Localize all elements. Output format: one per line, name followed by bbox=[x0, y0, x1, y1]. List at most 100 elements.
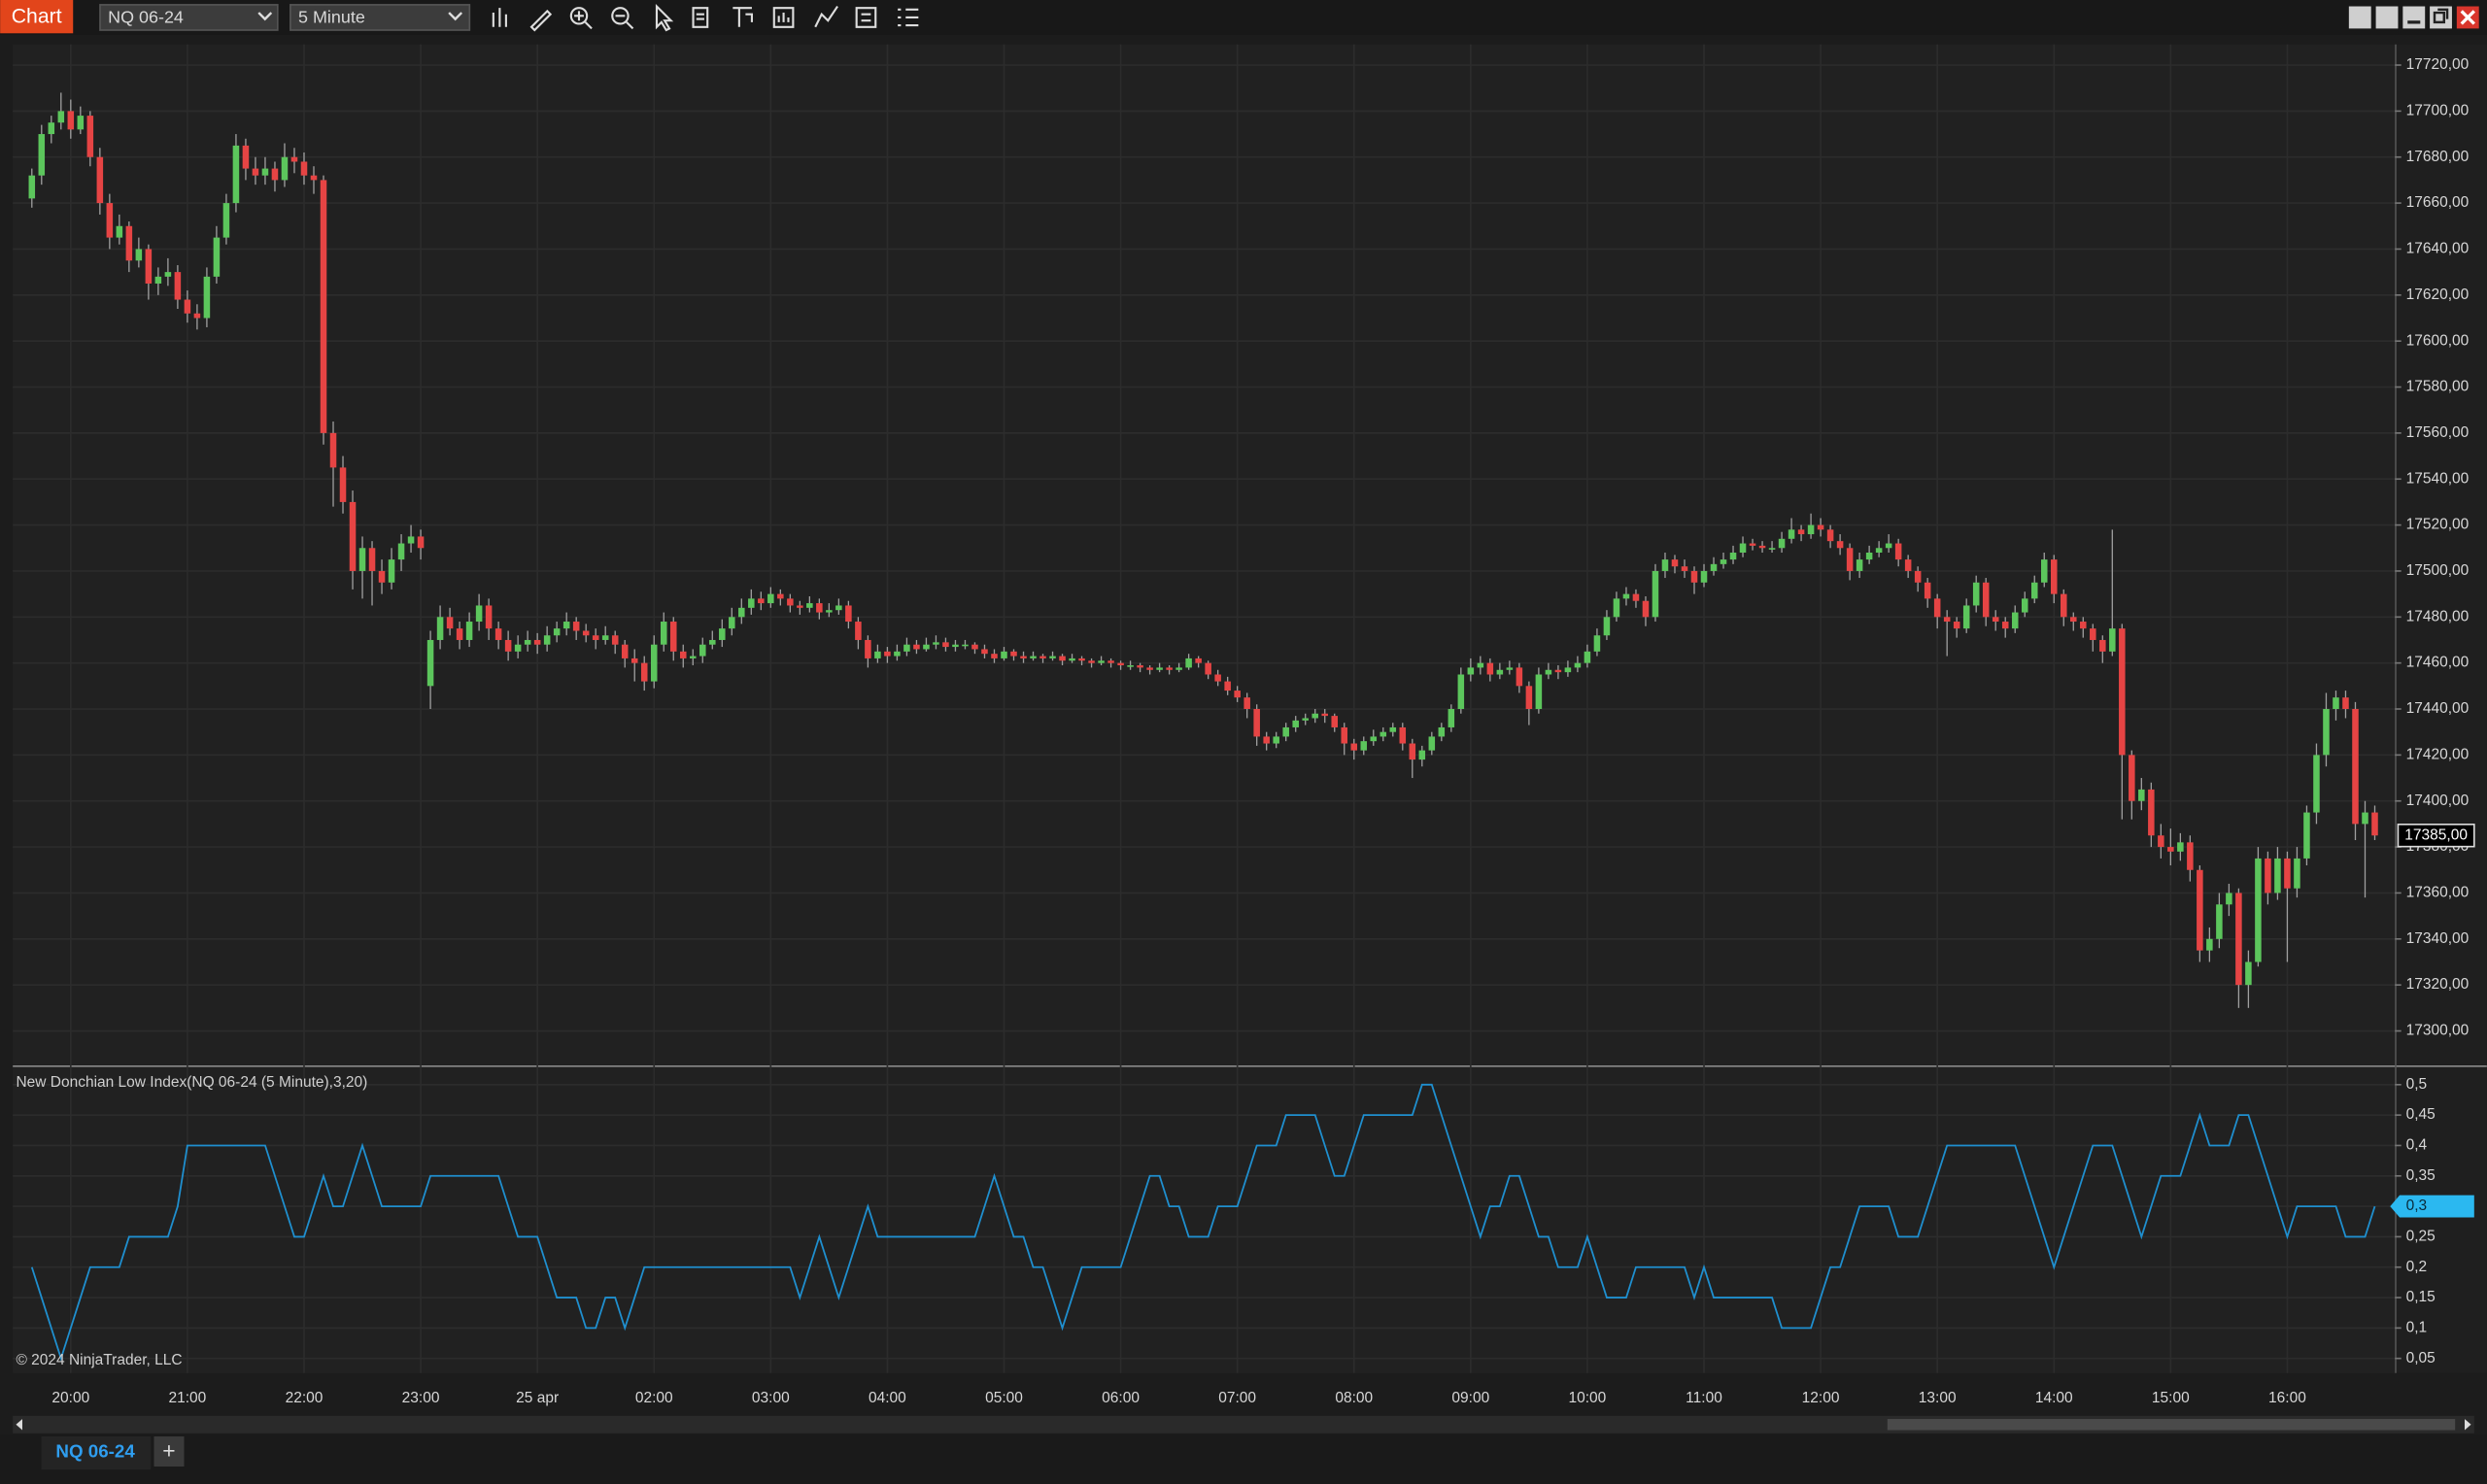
candle-body bbox=[1865, 552, 1873, 560]
candle-body bbox=[2021, 598, 2028, 613]
candle-body bbox=[1613, 598, 1620, 618]
menu-icon[interactable] bbox=[898, 8, 919, 27]
x-tick-label: 07:00 bbox=[1218, 1390, 1256, 1406]
candle-body bbox=[77, 116, 85, 130]
y-tick-label: 17440,00 bbox=[2406, 700, 2470, 717]
candle-body bbox=[1195, 658, 1202, 663]
candle-body bbox=[154, 276, 162, 284]
candle-body bbox=[1661, 559, 1669, 571]
y-tick-label: 0,5 bbox=[2406, 1076, 2428, 1093]
candle-body bbox=[2362, 812, 2368, 825]
window-button[interactable] bbox=[2348, 6, 2371, 29]
candle-body bbox=[1788, 529, 1795, 539]
candle-body bbox=[2284, 858, 2291, 889]
candle-body bbox=[767, 593, 774, 604]
candle-body bbox=[2099, 639, 2106, 652]
candle-body bbox=[1428, 736, 1436, 751]
window-button[interactable] bbox=[2375, 6, 2399, 29]
pointer-icon[interactable] bbox=[655, 3, 674, 32]
candle-body bbox=[1924, 582, 1931, 599]
y-tick-label: 17500,00 bbox=[2406, 562, 2470, 579]
candle-body bbox=[2177, 842, 2184, 852]
interval-select[interactable] bbox=[290, 4, 471, 31]
candle-body bbox=[1525, 686, 1533, 710]
y-tick-label: 0,4 bbox=[2406, 1137, 2428, 1154]
y-tick-label: 17540,00 bbox=[2406, 470, 2470, 487]
minimize-button[interactable] bbox=[2402, 6, 2426, 29]
candle-body bbox=[719, 628, 726, 640]
x-tick-label: 21:00 bbox=[169, 1390, 207, 1406]
indicator-title: New Donchian Low Index(NQ 06-24 (5 Minut… bbox=[16, 1074, 367, 1091]
x-tick-label: 08:00 bbox=[1335, 1390, 1373, 1406]
candle-body bbox=[1817, 524, 1824, 530]
templates-icon[interactable] bbox=[855, 7, 877, 28]
candle-body bbox=[582, 630, 590, 636]
strategies-icon[interactable] bbox=[772, 7, 795, 28]
candle-body bbox=[2080, 622, 2087, 629]
candle-body bbox=[1020, 656, 1027, 658]
candle-body bbox=[2371, 812, 2378, 836]
candle-body bbox=[1574, 662, 1582, 668]
toolbar-group: Chart NQ 06-24 5 Minute bbox=[0, 0, 2479, 34]
x-tick-label: 13:00 bbox=[1919, 1390, 1957, 1406]
add-tab-button[interactable] bbox=[153, 1436, 185, 1467]
data-box-icon[interactable] bbox=[692, 7, 709, 28]
candle-body bbox=[271, 168, 279, 181]
candle-body bbox=[1224, 681, 1231, 691]
candle-body bbox=[1516, 667, 1523, 687]
candle-body bbox=[1078, 658, 1085, 661]
candle-body bbox=[1914, 570, 1922, 583]
candle-body bbox=[1962, 605, 1970, 629]
scrollbar-thumb[interactable] bbox=[1887, 1419, 2456, 1431]
candle-body bbox=[1739, 543, 1747, 553]
candle-body bbox=[1496, 669, 1504, 675]
x-tick-label: 04:00 bbox=[869, 1390, 906, 1406]
candle-body bbox=[1749, 543, 1756, 546]
y-tick-label: 0,45 bbox=[2406, 1106, 2436, 1123]
candle-body bbox=[67, 111, 75, 130]
zoom-in-icon[interactable] bbox=[569, 7, 589, 25]
bars-icon[interactable] bbox=[492, 8, 507, 27]
instrument-tab[interactable] bbox=[41, 1436, 152, 1470]
candle-body bbox=[1039, 656, 1046, 658]
candle-body bbox=[1797, 529, 1805, 535]
candle-body bbox=[533, 639, 541, 645]
candle-body bbox=[1001, 651, 1007, 658]
candle-body bbox=[1467, 667, 1475, 675]
candle-body bbox=[913, 644, 920, 650]
instrument-select[interactable] bbox=[99, 4, 279, 31]
candle-body bbox=[1185, 658, 1192, 668]
zoom-out-icon[interactable] bbox=[611, 7, 630, 25]
candle-body bbox=[874, 651, 881, 658]
chart-tab[interactable] bbox=[0, 0, 74, 34]
x-tick-label: 15:00 bbox=[2152, 1390, 2190, 1406]
y-tick-label: 17640,00 bbox=[2406, 241, 2470, 257]
candle-body bbox=[1535, 674, 1543, 710]
candle-body bbox=[729, 617, 735, 629]
candle-body bbox=[1292, 720, 1299, 727]
candle-body bbox=[1156, 667, 1163, 670]
properties-icon[interactable] bbox=[732, 7, 753, 27]
candle-body bbox=[650, 644, 658, 682]
candle-body bbox=[2313, 755, 2320, 813]
candle-body bbox=[2119, 628, 2126, 756]
candle-body bbox=[485, 605, 493, 629]
candle-body bbox=[1137, 665, 1143, 668]
draw-icon[interactable] bbox=[529, 9, 553, 32]
marks-layer: 17300,0017320,0017340,0017360,0017380,00… bbox=[28, 56, 2475, 1406]
scrollbar-track[interactable] bbox=[13, 1415, 2474, 1433]
candle-body bbox=[630, 658, 638, 663]
candle-body bbox=[1710, 563, 1718, 571]
candle-body bbox=[933, 642, 939, 645]
x-tick-label: 05:00 bbox=[985, 1390, 1023, 1406]
candle-body bbox=[1049, 656, 1056, 658]
candle-body bbox=[835, 605, 842, 611]
last-value-marker bbox=[2390, 1195, 2474, 1218]
candle-body bbox=[1098, 660, 1105, 663]
candle-body bbox=[1933, 598, 1941, 618]
x-tick-label: 11:00 bbox=[1686, 1390, 1722, 1406]
candle-body bbox=[758, 598, 765, 604]
candle-body bbox=[2148, 789, 2155, 836]
indicators-icon[interactable] bbox=[814, 5, 838, 28]
